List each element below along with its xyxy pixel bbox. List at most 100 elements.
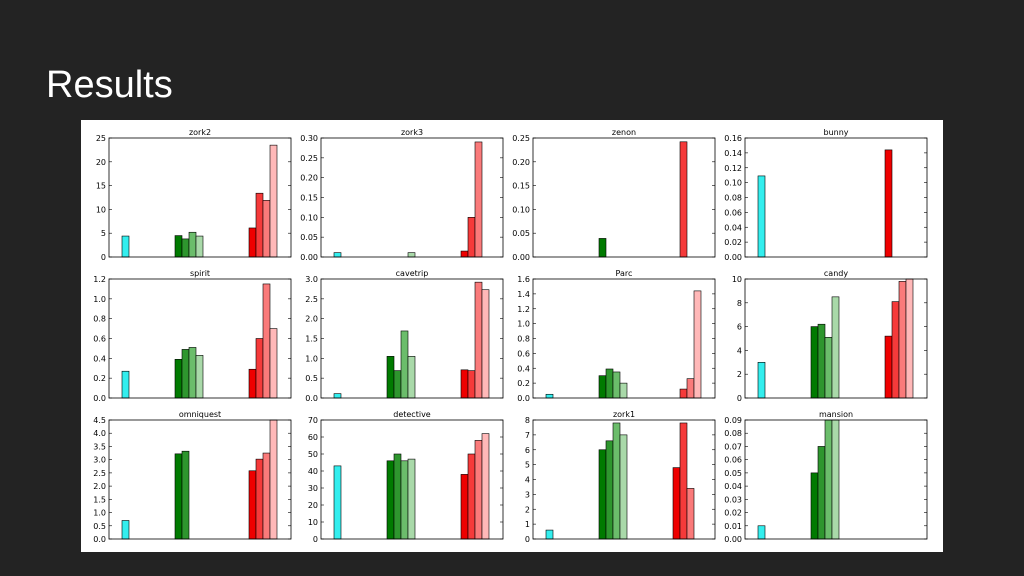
y-tick-label: 20: [308, 501, 318, 510]
plot-frame: [532, 419, 716, 540]
y-tick-label: 20: [96, 158, 106, 167]
subplot-mansion: mansion 0.00 0.01 0.02 0.03 0.04 0.05 0.06 0.07 0…: [724, 410, 928, 544]
bar-green-2: [400, 330, 409, 399]
subplot-omniquest: omniquest 0.0 0.5 1.0 1.5 2.0 2.5 3.0 3.5 4.0 4.5: [93, 410, 292, 544]
y-tick-label: 0.15: [300, 194, 318, 203]
y-tick-label: 0.06: [724, 456, 742, 465]
bar-green-0: [386, 356, 395, 399]
y-tick-label: 2.0: [93, 482, 106, 491]
y-tick-label: 3.0: [93, 456, 106, 465]
bar-green-0: [174, 359, 183, 399]
bar-red-1: [467, 217, 476, 258]
y-tick-label: 0.03: [724, 495, 742, 504]
slide-title: Results: [46, 64, 173, 106]
plot-frame: [108, 137, 292, 258]
subplot-title: zenon: [612, 128, 636, 137]
bar-cyan-0: [121, 370, 130, 399]
bar-green-0: [174, 453, 183, 540]
subplot-title: detective: [393, 410, 431, 419]
y-tick-label: 0.20: [512, 158, 530, 167]
bar-green-3: [619, 382, 628, 399]
plot-frame: [320, 419, 504, 540]
plot-frame: [744, 278, 928, 399]
y-tick-label: 0.12: [724, 164, 742, 173]
y-tick-label: 0: [525, 535, 530, 544]
bar-red-3: [481, 289, 490, 399]
subplot-title: spirit: [190, 269, 210, 278]
bar-cyan-0: [333, 465, 342, 540]
y-tick-label: 0.0: [305, 394, 318, 403]
bar-green-1: [393, 370, 402, 399]
bar-cyan-0: [757, 362, 766, 399]
bar-red-2: [474, 281, 483, 399]
y-tick-label: 5: [525, 461, 530, 470]
bar-red-1: [891, 301, 900, 399]
y-tick-label: 5: [101, 229, 106, 238]
y-tick-label: 1: [525, 520, 530, 529]
bar-red-2: [262, 200, 271, 258]
subplot-candy: candy 0 2 4 6 8 10: [732, 269, 928, 403]
y-tick-label: 15: [96, 182, 106, 191]
bar-red-3: [269, 419, 278, 540]
y-tick-label: 6: [737, 323, 742, 332]
y-tick-label: 0.01: [724, 522, 742, 531]
plot-frame: [108, 419, 292, 540]
y-tick-label: 0.14: [724, 149, 742, 158]
bar-green-0: [598, 375, 607, 399]
y-tick-label: 0: [101, 253, 106, 262]
y-tick-label: 0.04: [724, 482, 742, 491]
subplot-zork1: zork1 0 1 2 3 4 5 6 7 8: [525, 410, 716, 544]
subplot-detective: detective 0 10 20 30 40 50 60 70: [308, 410, 504, 544]
bar-cyan-0: [545, 393, 554, 399]
y-tick-label: 0.2: [517, 379, 530, 388]
y-tick-label: 0.00: [512, 253, 530, 262]
bar-green-2: [824, 337, 833, 399]
y-tick-label: 0.0: [517, 394, 530, 403]
bar-green-3: [831, 296, 840, 399]
subplot-title: cavetrip: [396, 269, 429, 278]
bar-green-3: [407, 356, 416, 399]
y-tick-label: 0.00: [724, 253, 742, 262]
y-tick-label: 50: [308, 450, 318, 459]
subplot-title: zork2: [189, 128, 211, 137]
subplot-title: candy: [824, 269, 848, 278]
subplot-title: mansion: [819, 410, 853, 419]
y-tick-label: 3.0: [305, 275, 318, 284]
bar-green-3: [831, 419, 840, 540]
bar-green-1: [181, 349, 190, 399]
y-tick-label: 4.5: [93, 416, 106, 425]
bar-green-0: [386, 460, 395, 540]
y-tick-label: 8: [525, 416, 530, 425]
bar-red-0: [460, 250, 469, 258]
y-tick-label: 0.05: [724, 469, 742, 478]
y-tick-label: 0.20: [300, 174, 318, 183]
y-tick-label: 0.8: [517, 335, 530, 344]
bar-green-2: [612, 422, 621, 540]
bar-cyan-0: [121, 520, 130, 540]
plot-frame: [532, 278, 716, 399]
subplot-spirit: spirit 0.0 0.2 0.4 0.6 0.8 1.0 1.2: [93, 269, 292, 403]
y-tick-label: 0.02: [724, 509, 742, 518]
bar-cyan-0: [333, 393, 342, 399]
y-tick-label: 0.07: [724, 442, 742, 451]
bar-red-1: [679, 388, 688, 399]
bar-red-0: [248, 470, 257, 540]
bar-red-1: [255, 192, 264, 258]
y-tick-label: 0.25: [300, 154, 318, 163]
y-tick-label: 1.5: [305, 335, 318, 344]
y-tick-label: 0: [737, 394, 742, 403]
y-tick-label: 1.0: [305, 354, 318, 363]
plot-frame: [532, 137, 716, 258]
subplot-title: zork1: [613, 410, 635, 419]
y-tick-label: 0.5: [305, 374, 318, 383]
y-tick-label: 40: [308, 467, 318, 476]
y-tick-label: 0.30: [300, 134, 318, 143]
bar-red-3: [481, 433, 490, 540]
bar-red-1: [679, 422, 688, 540]
y-tick-label: 10: [96, 205, 106, 214]
y-tick-label: 1.2: [517, 305, 530, 314]
figure-panel: zork2 0 5 10 15 20 25 zork3 0.00 0.05 0.10 0.15 0.20…: [81, 120, 943, 552]
bar-green-0: [174, 235, 183, 258]
y-tick-label: 70: [308, 416, 318, 425]
bar-green-2: [188, 231, 197, 258]
